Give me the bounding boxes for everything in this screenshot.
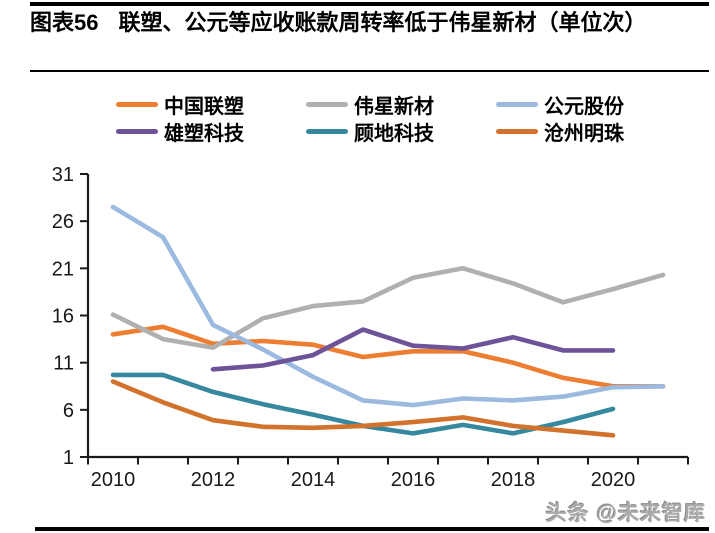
legend-item: 公元股份 bbox=[496, 91, 626, 118]
legend-color-swatch bbox=[116, 102, 158, 107]
x-tick-label: 2020 bbox=[591, 469, 636, 491]
y-tick-label: 16 bbox=[52, 306, 74, 328]
figure-number: 图表56 bbox=[30, 10, 99, 35]
y-tick-label: 21 bbox=[52, 258, 74, 280]
series-line-沧州明珠 bbox=[110, 379, 616, 438]
legend-item: 中国联塑 bbox=[116, 91, 246, 118]
series-line-雄塑科技 bbox=[210, 327, 616, 372]
x-tick-label: 2010 bbox=[91, 469, 136, 491]
legend-item: 顾地科技 bbox=[306, 118, 436, 145]
legend-item-label: 雄塑科技 bbox=[164, 123, 244, 145]
legend-item-label: 顾地科技 bbox=[354, 123, 434, 145]
figure-title: 图表56 联塑、公元等应收账款周转率低于伟星新材（单位次） bbox=[30, 8, 708, 38]
figure-title-text: 联塑、公元等应收账款周转率低于伟星新材（单位次） bbox=[118, 10, 647, 35]
series-line-中国联塑 bbox=[110, 324, 666, 389]
legend-item-label: 沧州明珠 bbox=[544, 123, 624, 145]
legend-item-label: 伟星新材 bbox=[354, 96, 434, 118]
legend-color-swatch bbox=[496, 102, 538, 107]
y-tick-label: 11 bbox=[53, 353, 74, 375]
watermark: 头条 @未来智库 bbox=[545, 502, 706, 525]
x-tick-label: 2012 bbox=[191, 469, 236, 491]
title-divider bbox=[30, 70, 709, 72]
x-tick-label: 2014 bbox=[291, 469, 336, 491]
legend-item: 沧州明珠 bbox=[496, 118, 626, 145]
chart-legend: 中国联塑 伟星新材 公元股份雄塑科技 顾地科技 沧州明珠 bbox=[116, 91, 626, 145]
legend-item: 雄塑科技 bbox=[116, 118, 246, 145]
x-tick-label: 2018 bbox=[491, 469, 536, 491]
legend-color-swatch bbox=[116, 129, 158, 134]
series-line-公元股份 bbox=[110, 204, 666, 408]
legend-color-swatch bbox=[496, 129, 538, 134]
y-tick-label: 6 bbox=[63, 400, 74, 422]
legend-item-label: 中国联塑 bbox=[164, 96, 244, 118]
y-tick-label: 31 bbox=[52, 164, 74, 186]
legend-item-label: 公元股份 bbox=[544, 96, 624, 118]
y-tick-label: 26 bbox=[52, 211, 74, 233]
y-tick-label: 1 bbox=[63, 447, 74, 469]
x-tick-label: 2016 bbox=[391, 469, 436, 491]
legend-color-swatch bbox=[306, 129, 348, 134]
series-line-伟星新材 bbox=[110, 265, 666, 350]
bottom-divider bbox=[35, 527, 709, 531]
legend-item: 伟星新材 bbox=[306, 91, 436, 118]
top-divider bbox=[30, 2, 709, 6]
legend-color-swatch bbox=[306, 102, 348, 107]
